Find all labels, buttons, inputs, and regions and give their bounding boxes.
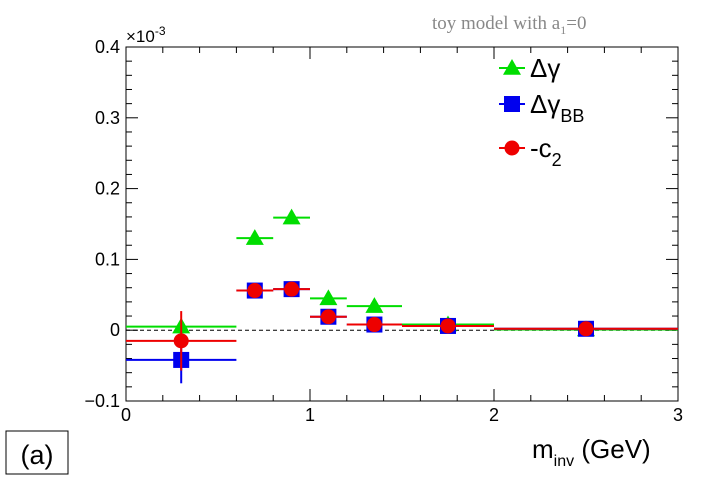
legend-label: ΔγBB — [530, 89, 584, 126]
data-point — [247, 283, 263, 299]
x-axis-label-subscript: inv — [554, 453, 574, 470]
data-point — [366, 317, 382, 333]
y-tick-label: −0.1 — [84, 391, 120, 411]
legend-label: Δγ — [530, 53, 560, 83]
legend-label-subscript: 2 — [552, 150, 562, 170]
panel-label: (a) — [21, 440, 54, 470]
data-point — [282, 208, 301, 225]
data-point — [319, 289, 338, 306]
series-1 — [126, 208, 678, 337]
x-tick-label: 3 — [673, 405, 683, 425]
data-point — [284, 281, 300, 297]
legend-marker — [503, 59, 521, 75]
panel-label-box — [5, 430, 69, 475]
y-multiplier-exponent: -3 — [155, 24, 166, 38]
data-point — [440, 318, 456, 334]
legend-marker — [504, 140, 520, 156]
legend-label-main: Δγ — [530, 89, 560, 119]
x-axis-label-tail: (GeV) — [574, 434, 651, 464]
data-point — [245, 229, 264, 245]
series-layer — [126, 208, 678, 384]
x-tick-label: 1 — [305, 405, 315, 425]
data-point — [578, 321, 594, 337]
legend-label-main: Δγ — [530, 53, 560, 83]
annotation-tail: =0 — [566, 13, 586, 34]
y-tick-label: 0.3 — [95, 108, 120, 128]
y-tick-label: 0.4 — [95, 37, 120, 57]
x-tick-label: 0 — [121, 405, 131, 425]
legend-label: -c2 — [530, 133, 562, 170]
series-3 — [126, 281, 678, 371]
data-point — [173, 333, 189, 349]
x-axis-label: minv (GeV) — [532, 434, 651, 470]
series-2 — [126, 281, 678, 384]
y-tick-label: 0.2 — [95, 179, 120, 199]
plot-frame — [125, 46, 679, 402]
data-point — [365, 297, 384, 313]
y-tick-label: 0 — [110, 320, 120, 340]
annotation: toy model with a1=0 — [432, 13, 586, 37]
legend-marker — [504, 96, 520, 112]
y-axis: −0.1 0 0.1 0.2 0.3 0.4 — [84, 37, 678, 411]
annotation-subscript: 1 — [560, 23, 566, 37]
y-multiplier: ×10-3 — [126, 24, 166, 46]
x-axis: 0 1 2 3 — [121, 47, 683, 425]
y-tick-label: 0.1 — [95, 249, 120, 269]
legend-label-main: -c — [530, 133, 552, 163]
x-tick-label: 2 — [489, 405, 499, 425]
legend-label-subscript: BB — [560, 106, 584, 126]
data-point — [320, 309, 336, 325]
